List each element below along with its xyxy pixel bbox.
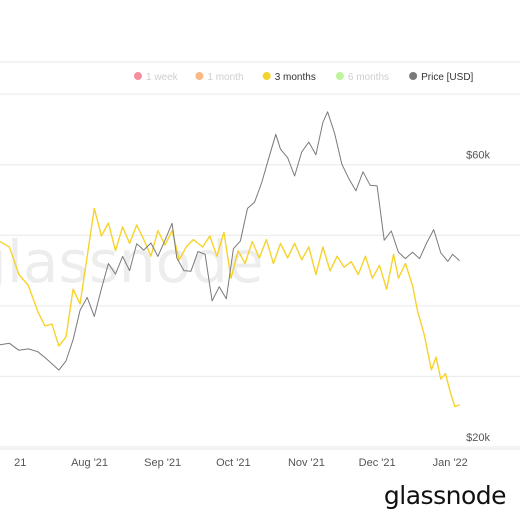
series-line-0 xyxy=(0,207,460,408)
glassnode-logo: glassnode xyxy=(383,481,507,510)
legend-label-4: Price [USD] xyxy=(421,72,473,83)
legend: 1 week 1 month 3 months 6 months Price [USD] xyxy=(134,72,474,83)
legend-label-0: 1 week xyxy=(146,72,179,83)
legend-item-2[interactable]: 3 months xyxy=(262,72,316,83)
y-tick-label-0: $20k xyxy=(466,432,490,444)
legend-item-1[interactable]: 1 month xyxy=(195,72,244,83)
x-axis-labels: 21 Aug '21 Sep '21 Oct '21 Nov '21 Dec '21 Jan… xyxy=(14,457,468,469)
gridlines xyxy=(0,61,520,450)
x-tick-label-4: Nov '21 xyxy=(288,457,325,469)
legend-label-1: 1 month xyxy=(207,72,243,83)
y-tick-label-1: $60k xyxy=(466,150,490,162)
series-group xyxy=(0,111,460,408)
legend-item-3[interactable]: 6 months xyxy=(335,72,389,83)
y-axis-labels: $20k $60k xyxy=(466,150,490,444)
x-tick-label-3: Oct '21 xyxy=(216,457,251,469)
legend-marker-4 xyxy=(409,72,418,80)
x-tick-label-2: Sep '21 xyxy=(144,457,181,469)
legend-item-4[interactable]: Price [USD] xyxy=(409,72,474,83)
x-tick-label-0: 21 xyxy=(14,457,26,469)
legend-marker-2 xyxy=(262,72,271,80)
x-tick-label-6: Jan '22 xyxy=(433,457,468,469)
series-line-1 xyxy=(0,111,460,371)
legend-item-0[interactable]: 1 week xyxy=(134,72,179,83)
legend-marker-1 xyxy=(195,72,204,80)
x-tick-label-5: Dec '21 xyxy=(359,457,396,469)
legend-marker-3 xyxy=(335,72,344,80)
legend-marker-0 xyxy=(134,72,142,80)
x-tick-label-1: Aug '21 xyxy=(71,457,108,469)
legend-label-2: 3 months xyxy=(275,72,316,83)
legend-label-3: 6 months xyxy=(348,72,389,83)
